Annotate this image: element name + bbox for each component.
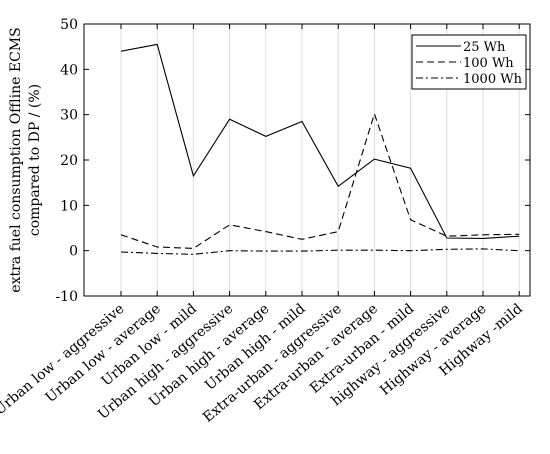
y-axis-label-line2: compared to DP / (%)	[27, 84, 43, 236]
series-line	[120, 112, 520, 249]
y-axis: -10 0 10 20 30 40 50	[55, 17, 530, 305]
y-axis-label-line1: extra fuel consumption Offline ECMS	[8, 27, 24, 292]
series-line	[120, 43, 520, 239]
legend-label: 1000 Wh	[463, 72, 523, 87]
y-tick-label: 0	[69, 244, 78, 260]
y-tick-label: 20	[60, 153, 78, 169]
legend-label: 25 Wh	[463, 40, 506, 55]
series-lines	[120, 43, 520, 255]
y-tick-label: 50	[60, 17, 78, 33]
y-tick-label: 10	[60, 198, 78, 214]
series-line	[120, 248, 520, 255]
legend-label: 100 Wh	[463, 56, 514, 71]
y-tick-label: -10	[55, 289, 78, 305]
y-tick-label: 40	[60, 62, 78, 78]
y-tick-label: 30	[60, 108, 78, 124]
